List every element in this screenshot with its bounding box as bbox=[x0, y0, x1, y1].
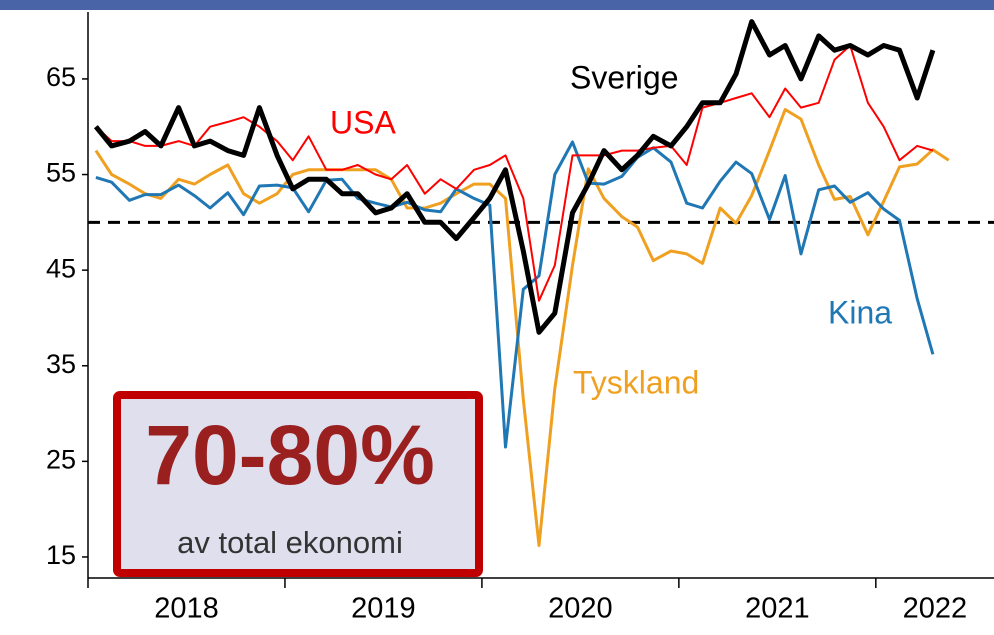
series-line bbox=[95, 140, 935, 449]
x-tick-label: 2019 bbox=[351, 593, 416, 625]
annotation-box bbox=[113, 391, 483, 577]
y-tick-label: 25 bbox=[46, 444, 76, 474]
x-tick-label: 2018 bbox=[154, 593, 219, 625]
series-label: USA bbox=[330, 104, 396, 140]
series-label: Tyskland bbox=[573, 364, 699, 400]
series-line bbox=[95, 44, 934, 302]
y-tick-label: 35 bbox=[46, 349, 76, 379]
series-line bbox=[94, 108, 950, 547]
y-tick-label: 45 bbox=[46, 253, 76, 283]
y-tick-label: 15 bbox=[46, 540, 76, 570]
x-tick-label: 2020 bbox=[548, 593, 613, 625]
top-banner bbox=[0, 0, 994, 10]
y-tick-label: 55 bbox=[46, 158, 76, 188]
series-line bbox=[93, 19, 936, 335]
x-tick-label: 2022 bbox=[903, 593, 968, 625]
series-label: Sverige bbox=[570, 59, 679, 95]
annotation-text: av total ekonomi bbox=[177, 525, 403, 560]
annotation-headline: 70-80% bbox=[145, 408, 435, 502]
x-tick-label: 2021 bbox=[745, 593, 810, 625]
y-tick-label: 65 bbox=[46, 62, 76, 92]
series-label: Kina bbox=[828, 294, 892, 330]
